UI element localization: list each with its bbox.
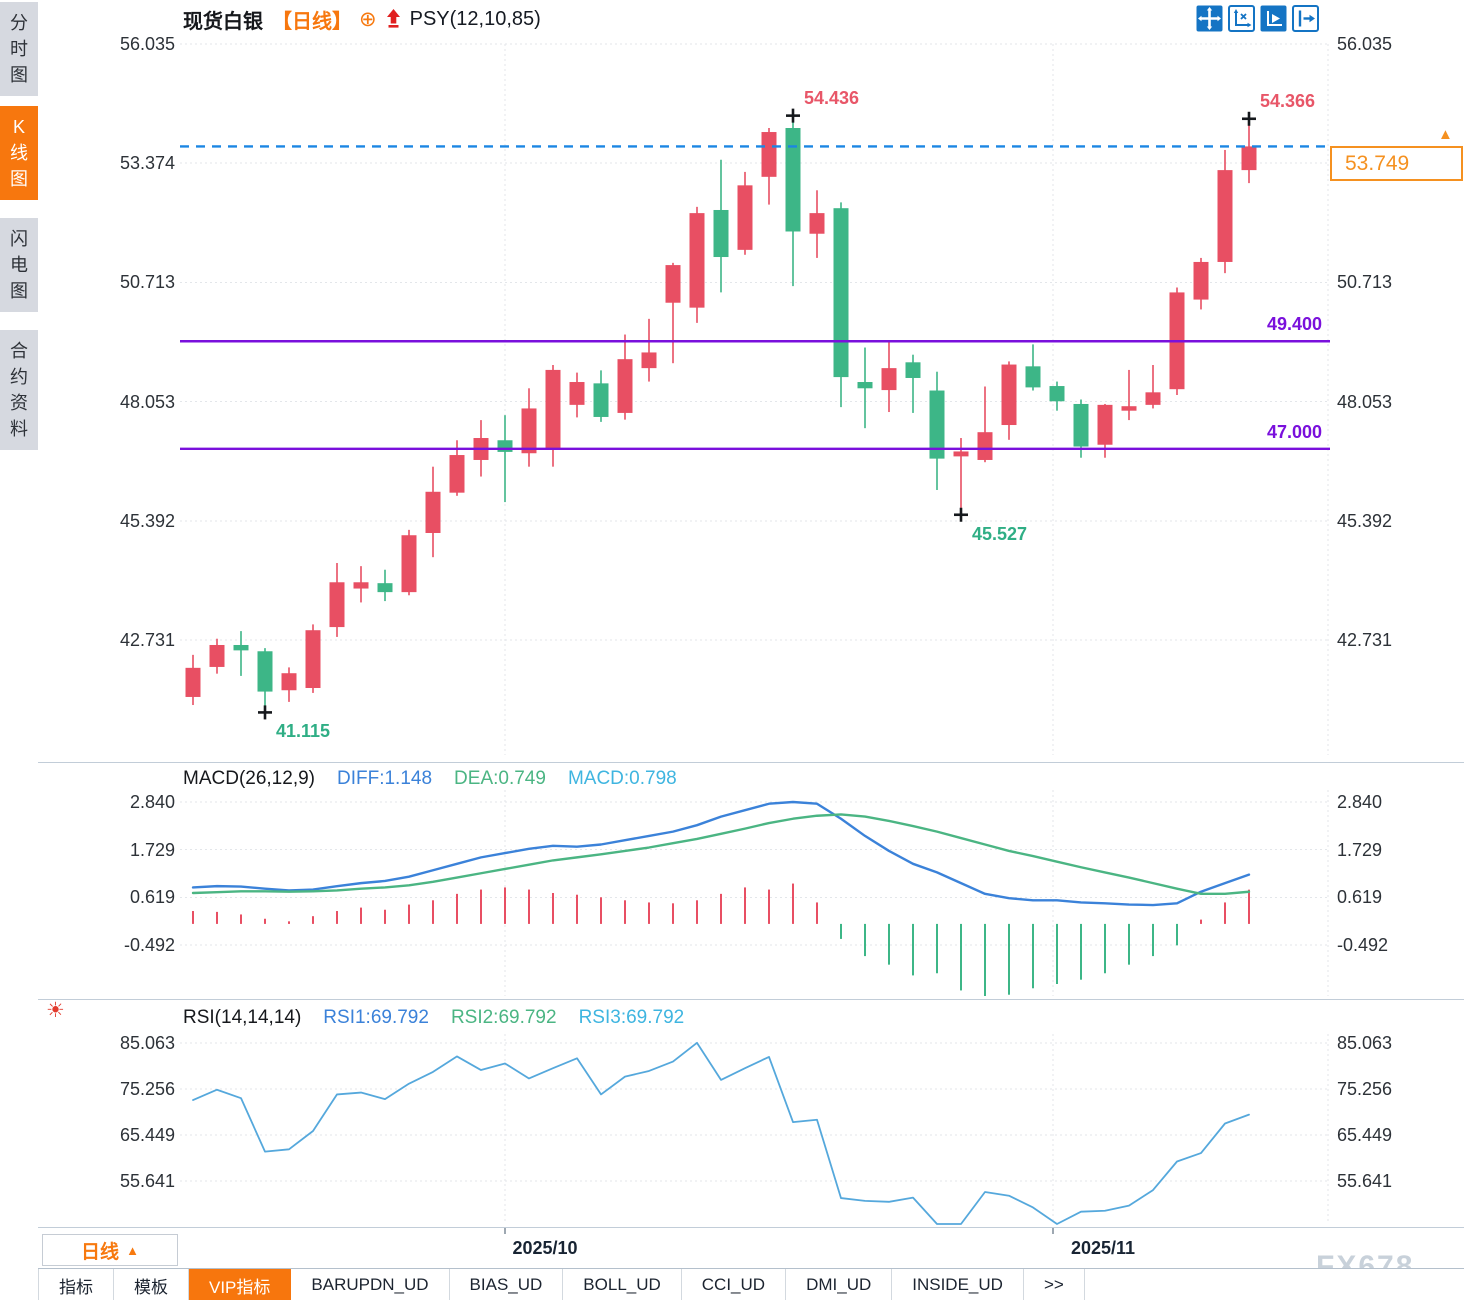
price-axis-tick: 45.392: [1337, 510, 1393, 531]
up-arrow-icon: [386, 9, 400, 28]
tab-vip-indicator[interactable]: VIP指标: [189, 1269, 292, 1300]
macd-axis-tick: -0.492: [1337, 935, 1389, 956]
rsi-xaxis-separator: [38, 1227, 1464, 1228]
price-up-arrow-icon: ▲: [1438, 126, 1453, 143]
macd-axis-tick: 0.619: [129, 887, 175, 908]
sidebar: 分时图 K线图 闪电图 合约资料: [0, 0, 38, 1300]
tab-template[interactable]: 模板: [114, 1269, 189, 1300]
chart-toolbar: [1196, 5, 1319, 32]
rsi-axis-tick: 55.641: [119, 1171, 175, 1191]
price-axis-tick: 53.374: [119, 153, 175, 174]
macd-axis-tick: 1.729: [1337, 839, 1383, 860]
latest-high-annotation: 54.366: [1260, 90, 1316, 111]
jump-to-latest-icon[interactable]: [1292, 5, 1319, 32]
rsi-axis-tick: 65.449: [1337, 1124, 1393, 1145]
peak-high-annotation: 54.436: [804, 87, 860, 108]
price-axis-tick: 50.713: [119, 272, 175, 293]
macd-dea-value: DEA:0.749: [454, 768, 546, 789]
sidebar-tab-timeshare[interactable]: 分时图: [0, 2, 38, 97]
tab-dmi-ud[interactable]: DMI_UD: [786, 1269, 893, 1300]
level-label-49400: 49.400: [1266, 314, 1322, 335]
chevron-up-icon: ▲: [126, 1242, 139, 1258]
rsi-axis-tick: 75.256: [119, 1078, 175, 1099]
price-axis-tick: 42.731: [1337, 630, 1393, 651]
macd-axis-tick: 0.619: [1337, 887, 1383, 908]
pan-icon[interactable]: [1196, 5, 1223, 32]
chart-header: 现货白银 【日线】 ⊕ PSY(12,10,85): [183, 4, 541, 34]
symbol-title: 现货白银: [183, 10, 263, 33]
price-axis-tick: 48.053: [119, 391, 175, 412]
macd-axis-tick: 1.729: [129, 839, 175, 860]
price-axis-tick: 48.053: [1337, 391, 1393, 412]
price-macd-separator: [38, 762, 1464, 763]
tab-more[interactable]: >>: [1024, 1269, 1085, 1300]
macd-axis-tick: 2.840: [1337, 792, 1383, 812]
auto-follow-icon[interactable]: [1260, 5, 1287, 32]
tab-bias-ud[interactable]: BIAS_UD: [450, 1269, 564, 1300]
rsi-header: RSI(14,14,14) RSI1:69.792 RSI2:69.792 RS…: [183, 1007, 684, 1029]
xaxis-label-oct: 2025/10: [512, 1238, 578, 1258]
rsi-axis-tick: 85.063: [119, 1033, 175, 1053]
rsi-axis-tick: 65.449: [119, 1124, 175, 1145]
tab-indicator[interactable]: 指标: [38, 1269, 114, 1300]
rsi-axis-tick: 55.641: [1337, 1171, 1393, 1191]
last-price-box: 53.749: [1330, 146, 1463, 181]
overlay-indicator-label: PSY(12,10,85): [409, 7, 541, 30]
sidebar-tab-lightning[interactable]: 闪电图: [0, 218, 38, 313]
price-axis-tick: 56.035: [119, 34, 175, 54]
macd-axis-tick: -0.492: [123, 935, 175, 956]
price-axis-tick: 42.731: [119, 630, 175, 651]
rsi-axis-tick: 85.063: [1337, 1033, 1393, 1053]
level-label-47000: 47.000: [1266, 421, 1322, 442]
tab-cci-ud[interactable]: CCI_UD: [682, 1269, 787, 1300]
macd-title[interactable]: MACD(26,12,9): [183, 768, 315, 789]
sidebar-tab-kline[interactable]: K线图: [0, 106, 38, 201]
macd-value: MACD:0.798: [567, 768, 677, 789]
tab-boll-ud[interactable]: BOLL_UD: [563, 1269, 682, 1300]
rsi1-value: RSI1:69.792: [323, 1007, 429, 1028]
tab-inside-ud[interactable]: INSIDE_UD: [892, 1269, 1024, 1300]
period-selector-label: 日线: [81, 1241, 120, 1263]
indicator-tabbar: 指标 模板 VIP指标 BARUPDN_UD BIAS_UD BOLL_UD C…: [38, 1268, 1464, 1300]
sun-icon[interactable]: ☀: [46, 999, 65, 1022]
xaxis-label-nov: 2025/11: [1070, 1238, 1136, 1258]
price-axis-tick: 50.713: [1337, 272, 1393, 293]
add-overlay-icon[interactable]: ⊕: [359, 7, 377, 31]
rsi2-value: RSI2:69.792: [450, 1007, 557, 1028]
rsi-title[interactable]: RSI(14,14,14): [183, 1007, 302, 1028]
rsi3-value: RSI3:69.792: [578, 1007, 685, 1028]
period-tag: 【日线】: [272, 10, 352, 33]
macd-diff-value: DIFF:1.148: [337, 768, 433, 789]
macd-axis-tick: 2.840: [129, 792, 175, 812]
price-axis-tick: 56.035: [1337, 34, 1393, 54]
axis-scale-icon[interactable]: [1228, 5, 1255, 32]
start-low-annotation: 41.115: [276, 721, 331, 742]
period-selector[interactable]: 日线 ▲: [42, 1234, 178, 1266]
price-axis-tick: 45.392: [119, 510, 175, 531]
tab-barupdn-ud[interactable]: BARUPDN_UD: [291, 1269, 450, 1300]
macd-header: MACD(26,12,9) DIFF:1.148 DEA:0.749 MACD:…: [183, 768, 677, 790]
sidebar-tab-contract-info[interactable]: 合约资料: [0, 330, 38, 451]
rsi-axis-tick: 75.256: [1337, 1078, 1393, 1099]
mid-low-annotation: 45.527: [972, 523, 1028, 544]
macd-rsi-separator: [38, 999, 1464, 1000]
